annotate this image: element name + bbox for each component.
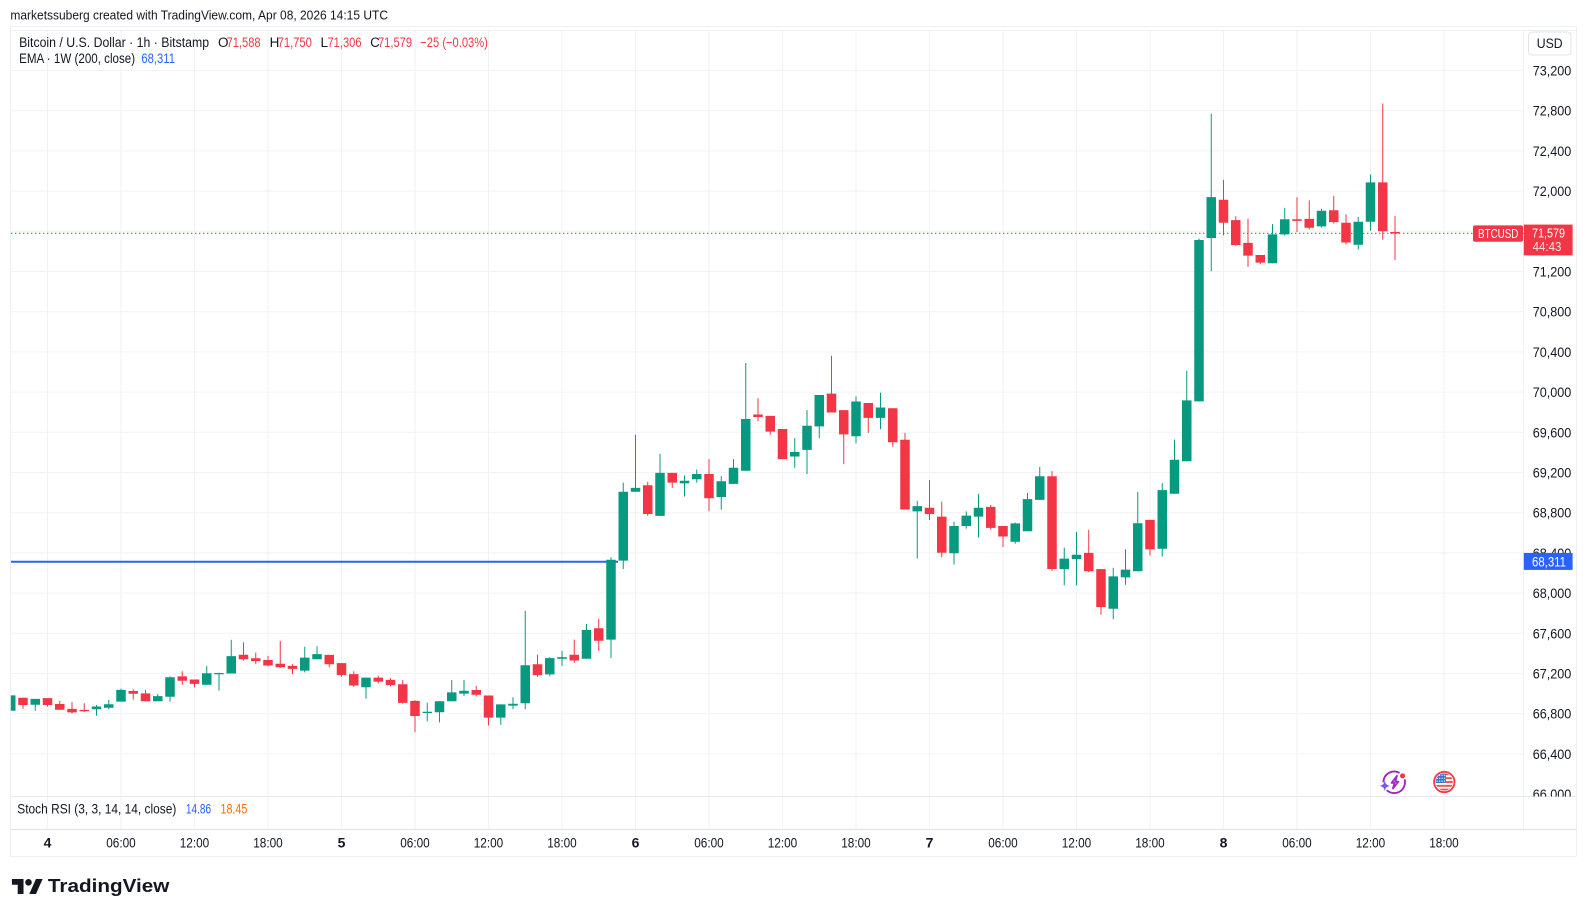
svg-text:44:43: 44:43	[1533, 240, 1562, 254]
svg-text:71,200: 71,200	[1533, 264, 1572, 280]
svg-text:66,400: 66,400	[1533, 746, 1572, 762]
svg-text:4: 4	[44, 835, 52, 851]
svg-text:68,311: 68,311	[1532, 554, 1566, 569]
svg-text:67,600: 67,600	[1533, 625, 1572, 641]
svg-text:69,600: 69,600	[1533, 424, 1572, 440]
svg-text:71,579: 71,579	[378, 35, 412, 50]
svg-text:69,200: 69,200	[1533, 465, 1572, 481]
svg-text:Bitcoin / U.S. Dollar · 1h · B: Bitcoin / U.S. Dollar · 1h · Bitstamp	[19, 35, 209, 50]
svg-text:67,200: 67,200	[1533, 666, 1572, 682]
svg-text:L: L	[321, 35, 329, 50]
svg-text:06:00: 06:00	[694, 835, 724, 851]
svg-text:18:00: 18:00	[1429, 835, 1459, 851]
svg-text:72,400: 72,400	[1533, 143, 1572, 159]
svg-text:12:00: 12:00	[474, 835, 504, 851]
svg-text:12:00: 12:00	[768, 835, 798, 851]
svg-text:71,588: 71,588	[227, 35, 261, 50]
svg-text:70,400: 70,400	[1533, 344, 1572, 360]
svg-text:H: H	[270, 35, 280, 50]
svg-text:7: 7	[926, 835, 934, 851]
svg-text:72,000: 72,000	[1533, 183, 1572, 199]
svg-text:68,800: 68,800	[1533, 505, 1572, 521]
svg-text:68,311: 68,311	[141, 51, 175, 66]
svg-text:06:00: 06:00	[106, 835, 136, 851]
svg-text:14.86: 14.86	[186, 802, 211, 817]
svg-text:18:00: 18:00	[1135, 835, 1165, 851]
svg-text:72,800: 72,800	[1533, 103, 1572, 119]
svg-text:USD: USD	[1537, 36, 1563, 51]
svg-text:12:00: 12:00	[1062, 835, 1092, 851]
svg-text:68,000: 68,000	[1533, 585, 1572, 601]
svg-text:−25 (−0.03%): −25 (−0.03%)	[420, 35, 488, 50]
svg-text:06:00: 06:00	[400, 835, 430, 851]
svg-text:O: O	[218, 35, 229, 50]
svg-text:TradingView: TradingView	[48, 875, 170, 896]
svg-text:18:00: 18:00	[547, 835, 577, 851]
svg-text:71,750: 71,750	[278, 35, 312, 50]
svg-text:73,200: 73,200	[1533, 63, 1572, 79]
svg-text:70,000: 70,000	[1533, 384, 1572, 400]
svg-text:5: 5	[338, 835, 346, 851]
svg-text:18:00: 18:00	[841, 835, 871, 851]
svg-text:6: 6	[632, 835, 640, 851]
svg-text:18:00: 18:00	[253, 835, 283, 851]
svg-text:18.45: 18.45	[221, 802, 248, 817]
svg-text:marketssuberg created with Tra: marketssuberg created with TradingView.c…	[10, 8, 388, 23]
svg-text:8: 8	[1220, 835, 1228, 851]
svg-text:12:00: 12:00	[1356, 835, 1386, 851]
svg-text:70,800: 70,800	[1533, 304, 1572, 320]
svg-text:06:00: 06:00	[988, 835, 1018, 851]
svg-text:Stoch RSI (3, 3, 14, 14, close: Stoch RSI (3, 3, 14, 14, close)	[17, 802, 176, 817]
svg-text:06:00: 06:00	[1282, 835, 1312, 851]
svg-text:66,800: 66,800	[1533, 706, 1572, 722]
svg-text:71,306: 71,306	[328, 35, 362, 50]
svg-text:C: C	[370, 35, 380, 50]
svg-text:EMA · 1W (200, close): EMA · 1W (200, close)	[19, 51, 135, 66]
svg-text:12:00: 12:00	[180, 835, 210, 851]
svg-text:BTCUSD: BTCUSD	[1478, 227, 1518, 241]
svg-text:71,579: 71,579	[1532, 226, 1565, 241]
svg-text:66,000: 66,000	[1533, 786, 1572, 802]
